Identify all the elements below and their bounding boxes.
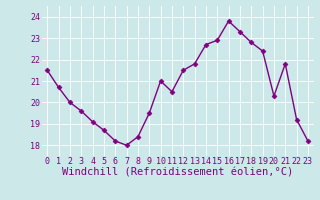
X-axis label: Windchill (Refroidissement éolien,°C): Windchill (Refroidissement éolien,°C) (62, 168, 293, 178)
